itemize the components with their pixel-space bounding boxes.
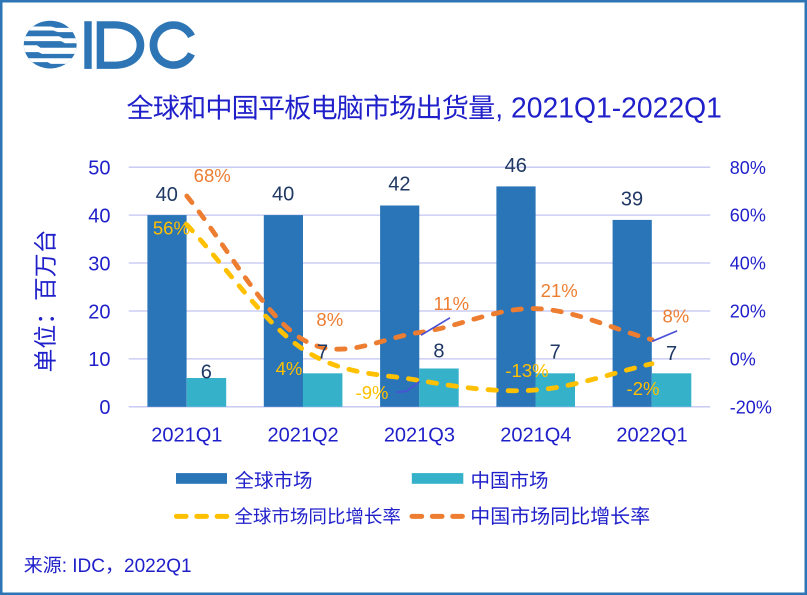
svg-text:46: 46 — [505, 155, 527, 177]
svg-text:8%: 8% — [316, 309, 343, 330]
svg-text:56%: 56% — [153, 217, 190, 238]
svg-text:0: 0 — [99, 397, 110, 419]
svg-text:20: 20 — [88, 301, 110, 323]
svg-text:21%: 21% — [541, 280, 578, 301]
svg-text:2022Q1: 2022Q1 — [616, 425, 687, 447]
svg-text:10: 10 — [88, 349, 110, 371]
svg-text:60%: 60% — [730, 206, 766, 226]
svg-text:42: 42 — [388, 174, 410, 196]
svg-text:68%: 68% — [194, 165, 231, 186]
svg-text:2021Q4: 2021Q4 — [500, 425, 571, 447]
svg-text:2021Q2: 2021Q2 — [268, 425, 339, 447]
svg-text:40: 40 — [272, 183, 294, 205]
svg-text:2021Q3: 2021Q3 — [384, 425, 455, 447]
svg-text:8: 8 — [433, 340, 444, 362]
svg-text:7: 7 — [666, 343, 677, 365]
svg-text:-9%: -9% — [356, 382, 389, 403]
svg-text:20%: 20% — [730, 302, 766, 322]
svg-text:2021Q1: 2021Q1 — [151, 425, 222, 447]
svg-text:39: 39 — [621, 188, 643, 210]
svg-text:6: 6 — [201, 362, 212, 384]
svg-text:4%: 4% — [276, 358, 303, 379]
svg-text:8%: 8% — [663, 305, 690, 326]
svg-text:-2%: -2% — [627, 378, 660, 399]
svg-text:80%: 80% — [730, 158, 766, 178]
svg-text:, 2021Q1-2022Q1: , 2021Q1-2022Q1 — [495, 92, 722, 124]
svg-text:0%: 0% — [730, 350, 756, 370]
svg-text:: IDC: : IDC — [62, 556, 105, 577]
svg-text:30: 30 — [88, 253, 110, 275]
svg-text:40%: 40% — [730, 254, 766, 274]
svg-text:40: 40 — [88, 205, 110, 227]
svg-text:-13%: -13% — [505, 360, 548, 381]
svg-text:11%: 11% — [433, 293, 469, 314]
svg-text:7: 7 — [317, 341, 328, 363]
svg-text:2022Q1: 2022Q1 — [124, 556, 192, 577]
svg-text:40: 40 — [156, 184, 178, 206]
svg-text:50: 50 — [88, 158, 110, 180]
svg-text:-20%: -20% — [730, 397, 772, 417]
svg-text:7: 7 — [550, 342, 561, 364]
